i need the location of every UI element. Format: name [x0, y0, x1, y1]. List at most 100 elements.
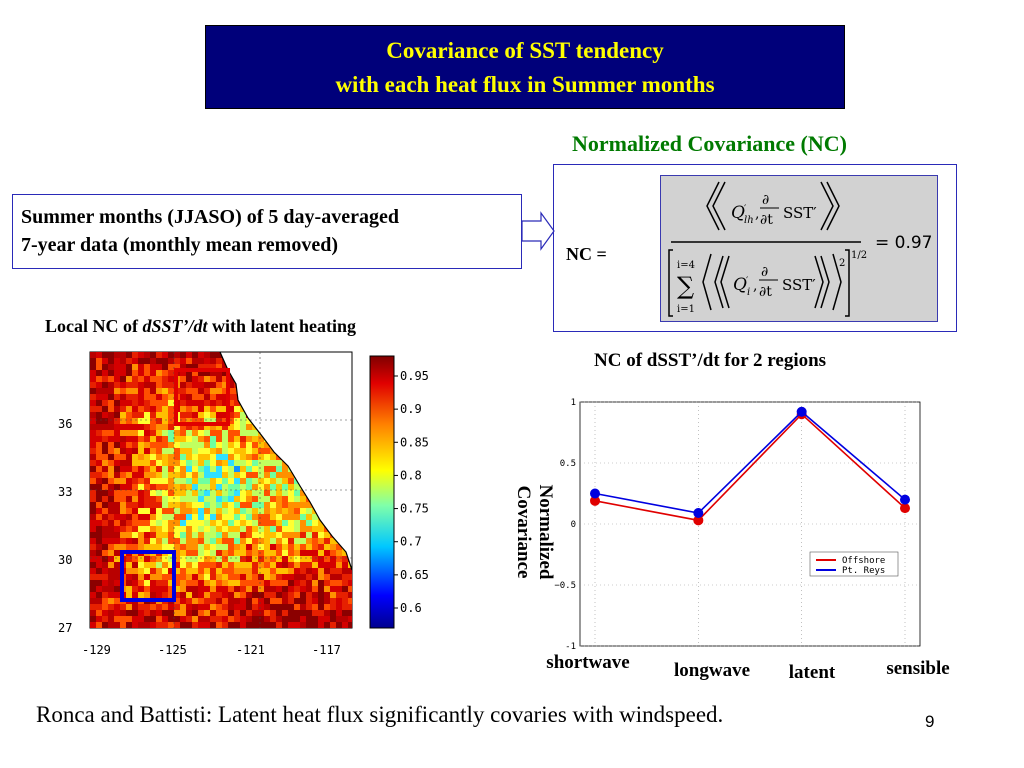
heatmap-cell: [228, 610, 234, 616]
heatmap-cell: [306, 538, 312, 544]
heatmap-cell: [90, 430, 96, 436]
heatmap-cell: [204, 610, 210, 616]
heatmap-cell: [204, 616, 210, 622]
heatmap-cell: [108, 376, 114, 382]
heatmap-cell: [156, 544, 162, 550]
heatmap-cell: [282, 472, 288, 478]
heatmap-cell: [150, 592, 156, 598]
heatmap-cell: [168, 490, 174, 496]
heatmap-cell: [318, 592, 324, 598]
heatmap-cell: [144, 454, 150, 460]
heatmap-cell: [162, 376, 168, 382]
heatmap-cell: [114, 616, 120, 622]
heatmap-cell: [216, 604, 222, 610]
heatmap-cell: [162, 460, 168, 466]
heatmap-cell: [252, 622, 258, 628]
heatmap-cell: [114, 496, 120, 502]
heatmap-cell: [96, 376, 102, 382]
heatmap-cell: [228, 556, 234, 562]
heatmap-cell: [180, 484, 186, 490]
heatmap-cell: [204, 508, 210, 514]
heatmap-cell: [156, 406, 162, 412]
heatmap-cell: [162, 568, 168, 574]
heatmap-cell: [330, 586, 336, 592]
heatmap-cell: [222, 496, 228, 502]
heatmap-cell: [216, 424, 222, 430]
heatmap-cell: [264, 538, 270, 544]
heatmap-cell: [186, 604, 192, 610]
heatmap-cell: [228, 418, 234, 424]
heatmap-cell: [96, 490, 102, 496]
heatmap-cell: [168, 496, 174, 502]
svg-text:∂: ∂: [761, 264, 768, 280]
heatmap-cell: [138, 616, 144, 622]
heatmap-cell: [168, 562, 174, 568]
heatmap-cell: [324, 586, 330, 592]
heatmap-cell: [138, 544, 144, 550]
heatmap-cell: [300, 610, 306, 616]
heatmap-cell: [246, 562, 252, 568]
heatmap-cell: [96, 562, 102, 568]
heatmap-cell: [306, 568, 312, 574]
heatmap-cell: [174, 622, 180, 628]
heatmap-cell: [228, 514, 234, 520]
heatmap-cell: [270, 556, 276, 562]
heatmap-cell: [246, 514, 252, 520]
heatmap-cell: [90, 352, 96, 358]
heatmap-cell: [204, 490, 210, 496]
heatmap-cell: [156, 364, 162, 370]
heatmap-cell: [192, 562, 198, 568]
heatmap-cell: [102, 544, 108, 550]
heatmap-cell: [90, 574, 96, 580]
heatmap-cell: [300, 562, 306, 568]
heatmap-cell: [192, 400, 198, 406]
heatmap-cell: [96, 526, 102, 532]
heatmap-cell: [324, 550, 330, 556]
heatmap-cell: [180, 580, 186, 586]
heatmap-cell: [96, 442, 102, 448]
heatmap-cell: [138, 496, 144, 502]
heatmap-cell: [144, 388, 150, 394]
heatmap-cell: [282, 544, 288, 550]
heatmap-cell: [246, 472, 252, 478]
heatmap-cell: [216, 418, 222, 424]
heatmap-cell: [168, 400, 174, 406]
heatmap-cell: [108, 478, 114, 484]
formula-graphic: Q ′ lh , ∂ ∂t SST′ i=4 ∑ i=1 Q ′ i , ∂ ∂…: [668, 181, 933, 317]
heatmap-cell: [114, 538, 120, 544]
heatmap-cell: [156, 382, 162, 388]
heatmap-cell: [258, 454, 264, 460]
heatmap-cell: [102, 610, 108, 616]
heatmap-cell: [246, 550, 252, 556]
heatmap-cell: [144, 436, 150, 442]
heatmap-cell: [180, 460, 186, 466]
heatmap-cell: [168, 394, 174, 400]
heatmap-cell: [258, 586, 264, 592]
heatmap-cell: [102, 538, 108, 544]
heatmap-cell: [276, 580, 282, 586]
series-line-1: [594, 410, 906, 514]
heatmap-cell: [240, 502, 246, 508]
heatmap-cell: [126, 424, 132, 430]
heatmap-cell: [318, 520, 324, 526]
map-title: Local NC of dSST’/dt with latent heating: [45, 316, 356, 337]
heatmap-cell: [240, 496, 246, 502]
heatmap-cell: [300, 514, 306, 520]
heatmap-cell: [150, 382, 156, 388]
heatmap-cell: [234, 508, 240, 514]
heatmap-cell: [288, 580, 294, 586]
heatmap-cell: [228, 478, 234, 484]
heatmap-cell: [210, 430, 216, 436]
heatmap-cell: [192, 364, 198, 370]
heatmap-cell: [126, 454, 132, 460]
heatmap-cell: [96, 496, 102, 502]
heatmap-cell: [168, 574, 174, 580]
nc-formula-image: Q ′ lh , ∂ ∂t SST′ i=4 ∑ i=1 Q ′ i , ∂ ∂…: [660, 175, 938, 322]
heatmap-cell: [168, 586, 174, 592]
heatmap-cell: [222, 610, 228, 616]
heatmap-cell: [186, 394, 192, 400]
heatmap-cell: [276, 502, 282, 508]
heatmap-cell: [168, 424, 174, 430]
heatmap-cell: [234, 466, 240, 472]
